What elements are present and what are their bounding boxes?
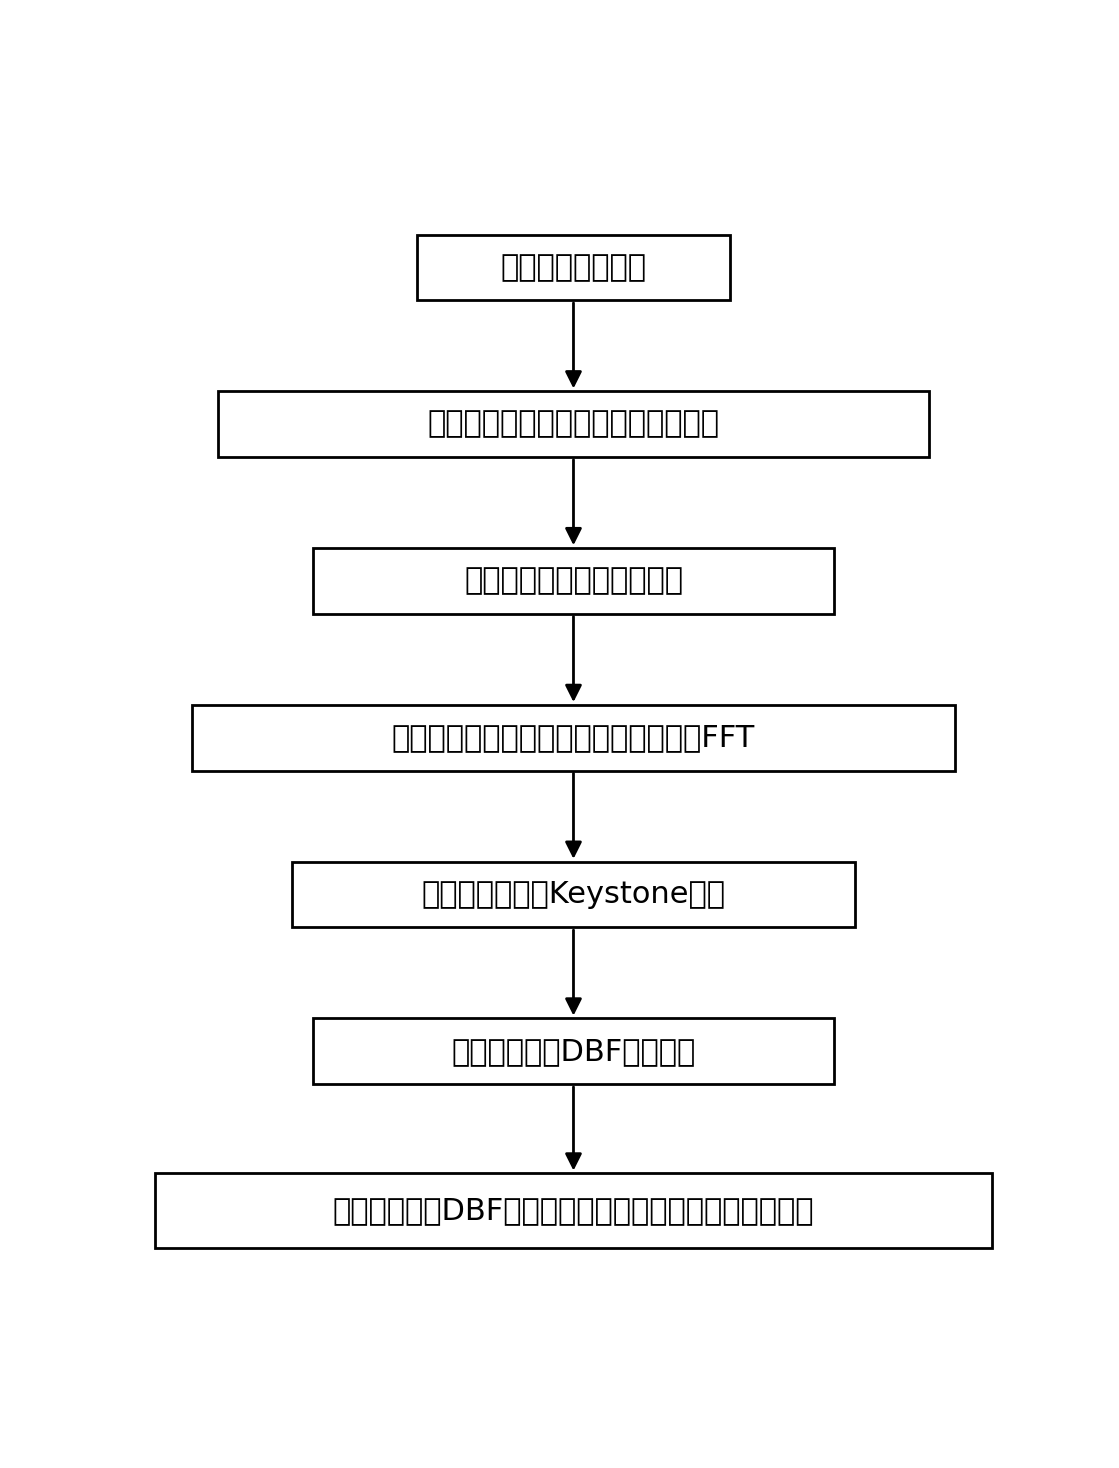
Bar xyxy=(313,1019,834,1083)
Bar xyxy=(292,862,855,928)
Text: 对脉冲压缩得到的信号进行傅里叶变换FFT: 对脉冲压缩得到的信号进行傅里叶变换FFT xyxy=(392,724,755,752)
Text: 基于空时编码阵列获取数字基带信号: 基于空时编码阵列获取数字基带信号 xyxy=(427,410,720,439)
Text: 对频域信号进行Keystone变换: 对频域信号进行Keystone变换 xyxy=(422,879,725,909)
Text: 构建空时编码阵列: 构建空时编码阵列 xyxy=(500,252,647,282)
Bar xyxy=(218,392,929,457)
Bar xyxy=(313,548,834,614)
Bar xyxy=(156,1173,991,1248)
Text: 设置频域等效DBF算法参数: 设置频域等效DBF算法参数 xyxy=(451,1036,696,1066)
Bar xyxy=(192,705,955,771)
Bar xyxy=(417,235,730,299)
Text: 数字基带信号进行脉冲压缩: 数字基带信号进行脉冲压缩 xyxy=(464,567,683,596)
Text: 基于频域等效DBF算法获取超宽带雷达数字波束形成结果: 基于频域等效DBF算法获取超宽带雷达数字波束形成结果 xyxy=(332,1196,815,1226)
